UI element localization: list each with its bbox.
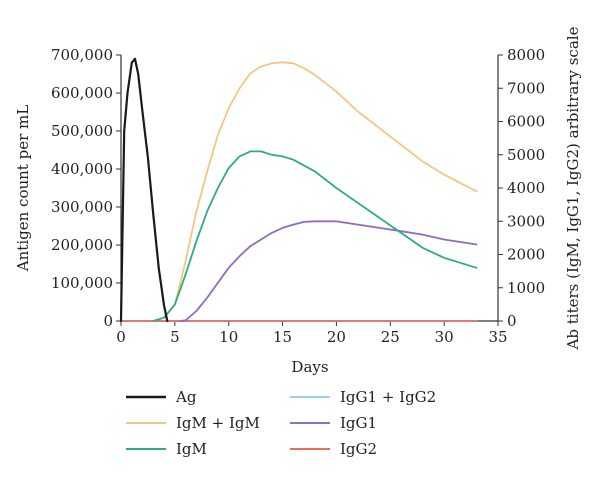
y-right-tick-label: 8000 xyxy=(507,46,545,64)
y-left-tick-label: 500,000 xyxy=(51,122,113,140)
x-tick-label: 20 xyxy=(327,328,346,346)
y-right-tick-label: 7000 xyxy=(507,79,545,97)
x-tick-label: 15 xyxy=(273,328,292,346)
x-tick-label: 30 xyxy=(435,328,454,346)
legend-label: IgM + IgM xyxy=(176,414,260,432)
series-line-ag xyxy=(119,57,169,323)
legend-label: IgG1 + IgG2 xyxy=(340,388,436,406)
series-line-igm xyxy=(152,150,478,322)
y-left-tick-label: 700,000 xyxy=(51,46,113,64)
series-line-igm-igm xyxy=(152,61,478,322)
x-tick-label: 10 xyxy=(219,328,238,346)
legend-label: IgG2 xyxy=(340,440,377,458)
y-left-tick-label: 200,000 xyxy=(51,236,113,254)
y-left-tick-label: 400,000 xyxy=(51,160,113,178)
y-ticks-left: 0 100,000 200,000 300,000 400,000 500,000 600,… xyxy=(51,46,121,330)
y-right-tick-label: 4000 xyxy=(507,179,545,197)
y-left-tick-label: 100,000 xyxy=(51,274,113,292)
y-left-tick-label: 300,000 xyxy=(51,198,113,216)
legend-label: Ag xyxy=(175,388,197,406)
x-axis-title: Days xyxy=(291,358,328,376)
y-right-tick-label: 6000 xyxy=(507,113,545,131)
y-axis-left-title: Antigen count per mL xyxy=(14,105,32,272)
series-line-igg1 xyxy=(179,220,478,322)
x-tick-label: 35 xyxy=(488,328,507,346)
y-left-tick-label: 0 xyxy=(103,312,113,330)
y-ticks-right: 0 1000 2000 3000 4000 5000 6000 7000 8000 xyxy=(498,46,545,330)
x-tick-label: 0 xyxy=(116,328,126,346)
series-lines xyxy=(119,57,478,323)
y-right-tick-label: 3000 xyxy=(507,212,545,230)
legend-label: IgG1 xyxy=(340,414,377,432)
x-tick-label: 5 xyxy=(170,328,180,346)
y-axis-right-title: Ab titers (IgM, IgG1, IgG2) arbitrary sc… xyxy=(564,26,582,350)
y-right-tick-label: 5000 xyxy=(507,146,545,164)
y-right-tick-label: 0 xyxy=(507,312,517,330)
y-right-tick-label: 2000 xyxy=(507,246,545,264)
legend-label: IgM xyxy=(176,440,207,458)
y-left-tick-label: 600,000 xyxy=(51,84,113,102)
x-ticks: 0 5 10 15 20 25 30 35 xyxy=(116,321,508,346)
x-tick-label: 25 xyxy=(381,328,400,346)
legend: Ag IgG1 + IgG2 IgM + IgM IgG1 IgM IgG2 xyxy=(126,388,436,458)
y-right-tick-label: 1000 xyxy=(507,279,545,297)
plot-area xyxy=(120,55,499,322)
